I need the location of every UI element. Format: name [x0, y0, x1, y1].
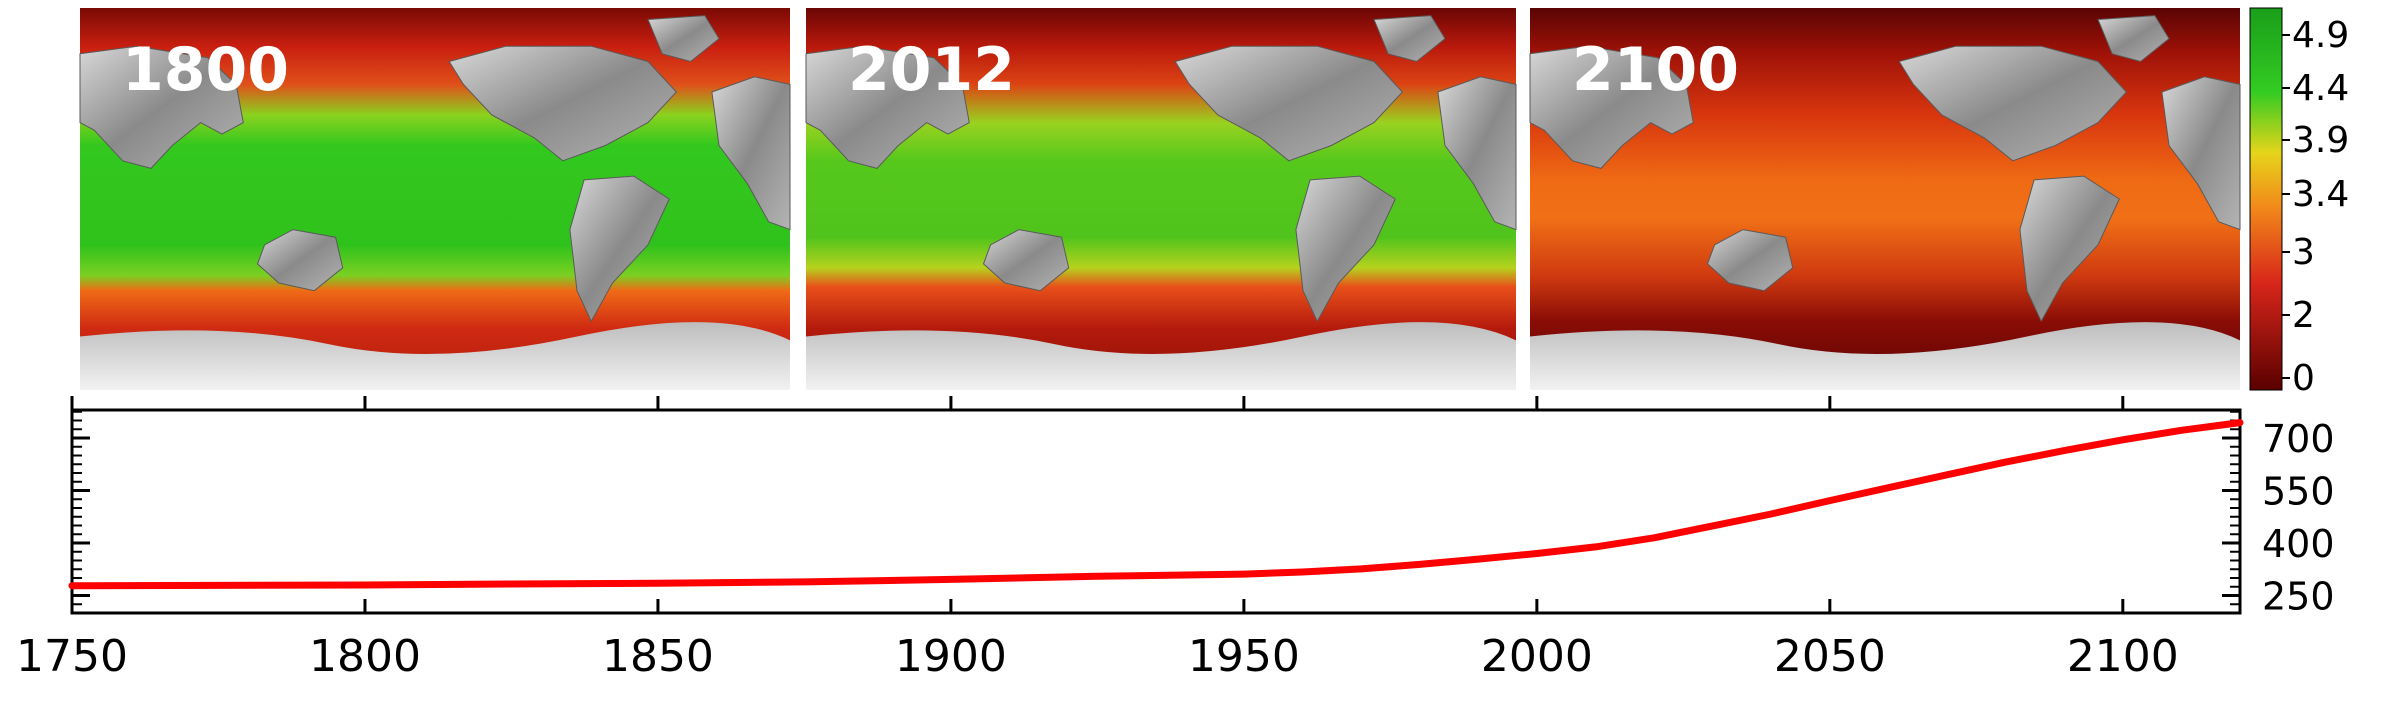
- plot-area: [70, 408, 2242, 615]
- continent-land: [256, 229, 344, 292]
- continent-land: [1295, 175, 1396, 323]
- continent-land: [647, 15, 720, 63]
- map-panel-2100: 2100: [1529, 8, 2241, 390]
- x-axis-tick-labels: 1750 1800 1850 1900 1950 2000 2050 2100: [16, 631, 2179, 682]
- map-year-label: 2012: [848, 35, 1015, 105]
- map-year-label: 2100: [1572, 35, 1739, 105]
- continent-land: [448, 45, 678, 162]
- colorbar-tick-labels: 4.9 4.4 3.9 3.4 3 2 0: [2282, 15, 2349, 399]
- continent-land: [2161, 76, 2241, 231]
- colorbar-tick-label: 2: [2292, 295, 2315, 336]
- x-tick-label: 2050: [1774, 631, 1886, 682]
- colorbar-tick-label: 4.4: [2292, 68, 2349, 109]
- colorbar-tick-label: 3.9: [2292, 120, 2349, 161]
- continent-land: [1706, 229, 1794, 292]
- y-axis-tick-labels: 700 550 400 250: [2262, 417, 2335, 619]
- colorbar-tick-label: 3: [2292, 232, 2315, 273]
- map-panel-2012: 2012: [805, 8, 1517, 390]
- x-tick-label: 1950: [1188, 631, 1300, 682]
- continent-land: [982, 229, 1070, 292]
- map-panels: 1800 2012 2100: [79, 8, 2241, 390]
- continent-land: [805, 45, 970, 169]
- map-year-label: 1800: [122, 35, 289, 105]
- continent-land: [569, 175, 670, 323]
- x-tick-label: 1850: [602, 631, 714, 682]
- y-tick-label: 250: [2262, 575, 2335, 619]
- antarctica-land: [1530, 322, 2240, 390]
- series-lines: [68, 419, 2244, 590]
- x-tick-label: 2000: [1481, 631, 1593, 682]
- colorbar-tick-label: 3.4: [2292, 174, 2349, 215]
- x-tick-label: 2100: [2067, 631, 2179, 682]
- colorbar-tick-label: 0: [2292, 358, 2315, 399]
- continent-land: [1437, 76, 1517, 231]
- y-axis-ticks: [72, 410, 2240, 606]
- colorbar: 4.9 4.4 3.9 3.4 3 2 0: [2249, 7, 2349, 399]
- antarctica-land: [80, 322, 790, 390]
- colorbar-scale: [2249, 7, 2283, 391]
- y-tick-label: 700: [2262, 417, 2335, 461]
- x-tick-label: 1900: [895, 631, 1007, 682]
- continent-land: [711, 76, 791, 231]
- colorbar-tick-label: 4.9: [2292, 15, 2349, 56]
- x-tick-label: 1800: [309, 631, 421, 682]
- continent-land: [2097, 15, 2170, 63]
- continent-land: [1174, 45, 1404, 162]
- antarctica-land: [806, 322, 1516, 390]
- series-line: [68, 419, 2244, 590]
- x-axis-ticks: [70, 396, 2125, 613]
- continent-land: [2019, 175, 2120, 323]
- continent-land: [1373, 15, 1446, 63]
- y-tick-label: 550: [2262, 470, 2335, 514]
- map-panel-1800: 1800: [79, 8, 791, 390]
- continent-land: [1529, 45, 1694, 169]
- x-tick-label: 1750: [16, 631, 128, 682]
- y-tick-label: 400: [2262, 522, 2335, 566]
- line-chart: 1750 1800 1850 1900 1950 2000 2050 2100 700 550 4…: [16, 396, 2335, 682]
- continent-land: [79, 45, 244, 169]
- continent-land: [1898, 45, 2128, 162]
